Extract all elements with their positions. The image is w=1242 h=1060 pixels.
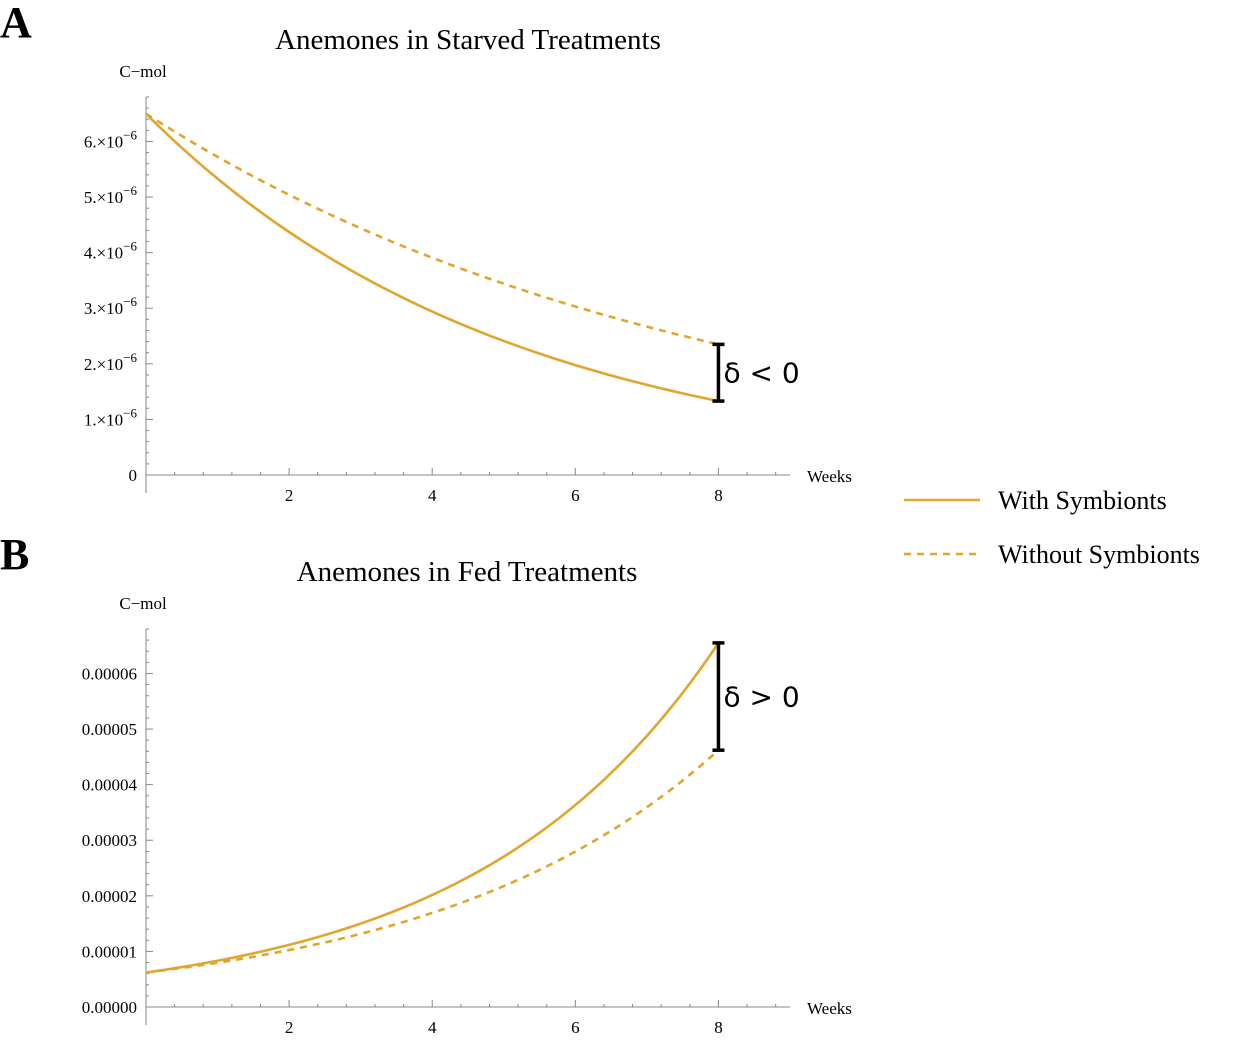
panel-label: B [0,530,29,579]
delta-annotation: δ < 0 [712,342,800,403]
x-tick-label: 4 [428,486,437,505]
series-line-without-symbionts [145,749,720,974]
y-tick-label: 6.×10−6 [84,127,138,151]
y-tick-label: 0.00005 [82,720,137,739]
x-tick-label: 8 [714,1018,723,1037]
y-tick-label: 0.00001 [82,942,137,961]
x-tick-label: 4 [428,1018,437,1037]
x-tick-label: 6 [571,1018,580,1037]
y-tick-label: 2.×10−6 [84,350,138,374]
legend-label: With Symbionts [998,486,1167,515]
delta-label: δ < 0 [723,357,799,390]
y-tick-label: 5.×10−6 [84,183,138,207]
y-tick-label: 0.00002 [82,887,137,906]
y-tick-label: 4.×10−6 [84,239,138,263]
y-tick-label: 0.00006 [82,664,137,683]
chart-panel-b: B Anemones in Fed Treatments C−mol Weeks 2 4 6… [0,530,852,1037]
y-tick-label: 0.00000 [82,998,137,1017]
y-axis-label: C−mol [119,62,167,81]
y-tick-label: 1.×10−6 [84,405,138,429]
y-tick-label: 3.×10−6 [84,294,138,318]
panel-label: A [0,0,32,47]
x-axis-label: Weeks [807,999,852,1018]
legend: With Symbionts Without Symbionts [904,486,1200,569]
x-tick-label: 8 [714,486,723,505]
y-axis-label: C−mol [119,594,167,613]
series-line-with-symbionts [145,642,720,974]
series-line-with-symbionts [145,112,719,403]
chart-title: Anemones in Starved Treatments [275,24,661,56]
y-tick-label: 0.00003 [82,831,137,850]
x-axis-label: Weeks [807,467,852,486]
legend-label: Without Symbionts [998,540,1200,569]
chart-title: Anemones in Fed Treatments [297,556,638,588]
delta-annotation: δ > 0 [712,641,800,752]
delta-label: δ > 0 [723,681,799,714]
x-tick-label: 6 [571,486,580,505]
x-tick-label: 2 [285,1018,294,1037]
x-tick-label: 2 [285,486,294,505]
y-tick-label: 0.00004 [82,776,138,795]
y-tick-label: 0 [129,466,138,485]
chart-panel-a: A Anemones in Starved Treatments C−mol Week… [0,0,852,505]
series-line-without-symbionts [145,112,719,346]
